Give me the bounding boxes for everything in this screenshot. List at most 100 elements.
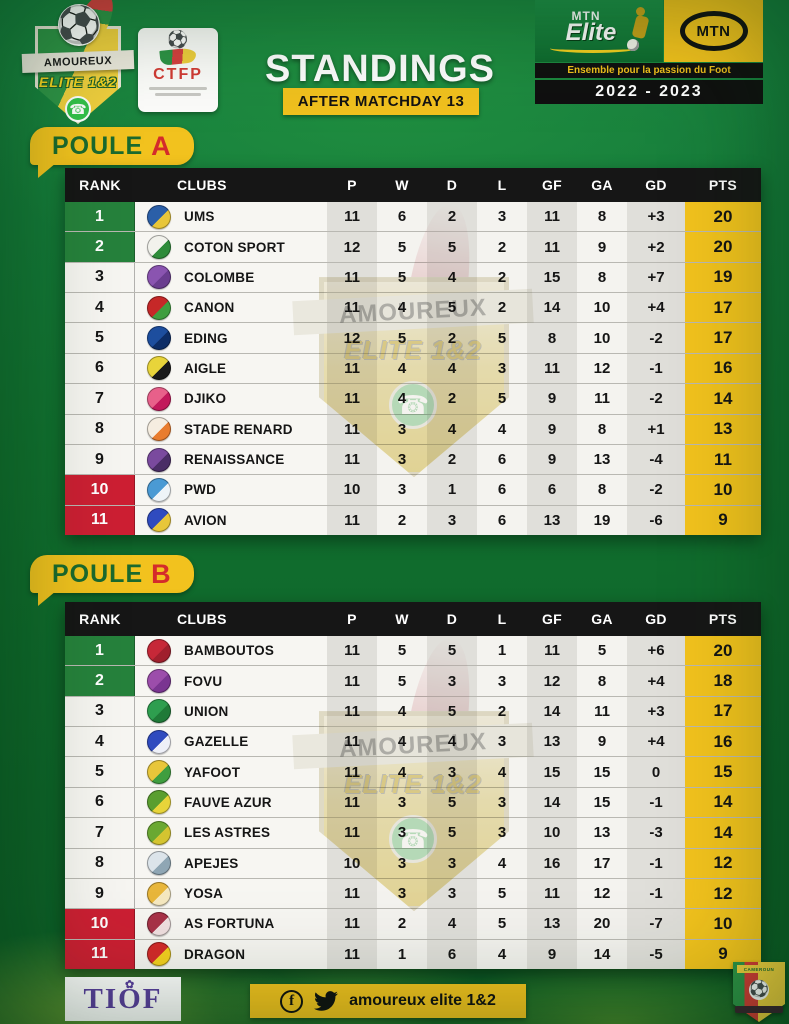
points-cell: 20: [685, 636, 761, 666]
played-cell: 11: [327, 293, 377, 323]
rank-cell: 2: [65, 232, 135, 262]
football-player-icon: [627, 7, 653, 51]
draws-cell: 3: [427, 505, 477, 535]
points-cell: 20: [685, 202, 761, 232]
draws-cell: 6: [427, 939, 477, 969]
club-cell: PWD: [135, 475, 327, 505]
col-header-wins: W: [395, 611, 409, 627]
goal-diff-cell: -2: [627, 323, 685, 353]
club-cell: DRAGON: [135, 939, 327, 969]
cameroon-federation-logo: CAMEROUN ⚽: [733, 962, 785, 1022]
played-cell: 11: [327, 353, 377, 384]
points-cell: 17: [685, 323, 761, 353]
club-logo-icon: [147, 729, 171, 754]
goals-against-cell: 8: [577, 475, 627, 505]
goal-diff-cell: -1: [627, 848, 685, 878]
goals-for-cell: 11: [527, 232, 577, 262]
losses-cell: 3: [477, 202, 527, 232]
col-header-rank: RANK: [79, 177, 121, 193]
club-logo-icon: [147, 911, 171, 936]
rank-cell: 6: [65, 787, 135, 818]
losses-cell: 5: [477, 384, 527, 414]
table-row: 11 DRAGON 11 1 6 4 9 14 -5 9: [65, 939, 761, 969]
rank-cell: 1: [65, 636, 135, 666]
col-header-goals-against: GA: [591, 177, 613, 193]
goal-diff-cell: -7: [627, 909, 685, 939]
goals-for-cell: 13: [527, 727, 577, 757]
goals-against-cell: 11: [577, 696, 627, 727]
club-name: LES ASTRES: [184, 825, 271, 841]
goals-against-cell: 10: [577, 323, 627, 353]
club-logo-icon: [147, 508, 171, 533]
played-cell: 11: [327, 666, 377, 696]
goals-for-cell: 15: [527, 757, 577, 787]
col-header-goal-diff: GD: [645, 177, 667, 193]
club-logo-icon: [147, 265, 171, 290]
table-row: 8 STADE RENARD 11 3 4 4 9 8 +1 13: [65, 414, 761, 444]
club-logo-icon: [147, 760, 171, 785]
goals-against-cell: 17: [577, 848, 627, 878]
club-name: PWD: [184, 482, 217, 498]
rank-cell: 11: [65, 505, 135, 535]
club-logo-icon: [147, 235, 171, 260]
rank-cell: 7: [65, 818, 135, 848]
goals-against-cell: 8: [577, 262, 627, 293]
poule-letter: B: [151, 558, 172, 589]
rank-cell: 3: [65, 262, 135, 293]
table-body: 1 UMS 11 6 2 3 11 8 +3 20 2 COTON SPORT …: [65, 202, 761, 535]
played-cell: 11: [327, 696, 377, 727]
table-row: 6 AIGLE 11 4 4 3 11 12 -1 16: [65, 353, 761, 384]
played-cell: 11: [327, 939, 377, 969]
wins-cell: 3: [377, 818, 427, 848]
goals-against-cell: 9: [577, 727, 627, 757]
wins-cell: 3: [377, 787, 427, 818]
twitter-icon: [313, 988, 339, 1014]
points-cell: 18: [685, 666, 761, 696]
wins-cell: 5: [377, 323, 427, 353]
mtn-elite-swoosh: [550, 44, 636, 53]
goals-for-cell: 12: [527, 666, 577, 696]
goals-for-cell: 11: [527, 202, 577, 232]
table-row: 1 UMS 11 6 2 3 11 8 +3 20: [65, 202, 761, 232]
played-cell: 11: [327, 727, 377, 757]
club-logo-icon: [147, 638, 171, 663]
club-cell: YAFOOT: [135, 757, 327, 787]
wins-cell: 4: [377, 757, 427, 787]
ctfp-smalltext-line: [155, 93, 201, 96]
goals-for-cell: 14: [527, 293, 577, 323]
table-row: 7 LES ASTRES 11 3 5 3 10 13 -3 14: [65, 818, 761, 848]
col-header-goal-diff: GD: [645, 611, 667, 627]
wins-cell: 4: [377, 696, 427, 727]
goal-diff-cell: -3: [627, 818, 685, 848]
wins-cell: 5: [377, 636, 427, 666]
col-header-points: PTS: [708, 611, 738, 627]
club-cell: CANON: [135, 293, 327, 323]
rank-cell: 10: [65, 475, 135, 505]
goals-against-cell: 13: [577, 818, 627, 848]
draws-cell: 2: [427, 202, 477, 232]
club-cell: GAZELLE: [135, 727, 327, 757]
draws-cell: 2: [427, 323, 477, 353]
club-cell: APEJES: [135, 848, 327, 878]
club-name: EDING: [184, 330, 228, 346]
goals-against-cell: 12: [577, 878, 627, 909]
goals-for-cell: 11: [527, 353, 577, 384]
table-row: 10 PWD 10 3 1 6 6 8 -2 10: [65, 475, 761, 505]
goal-diff-cell: -6: [627, 505, 685, 535]
col-header-goals-for: GF: [541, 177, 563, 193]
goal-diff-cell: +7: [627, 262, 685, 293]
col-header-losses: L: [497, 177, 507, 193]
losses-cell: 5: [477, 909, 527, 939]
played-cell: 11: [327, 202, 377, 232]
wins-cell: 5: [377, 232, 427, 262]
goal-diff-cell: -1: [627, 353, 685, 384]
rank-cell: 10: [65, 909, 135, 939]
draws-cell: 5: [427, 818, 477, 848]
draws-cell: 4: [427, 262, 477, 293]
wins-cell: 4: [377, 727, 427, 757]
played-cell: 12: [327, 323, 377, 353]
club-name: BAMBOUTOS: [184, 643, 275, 659]
draws-cell: 3: [427, 848, 477, 878]
draws-cell: 5: [427, 696, 477, 727]
played-cell: 11: [327, 636, 377, 666]
